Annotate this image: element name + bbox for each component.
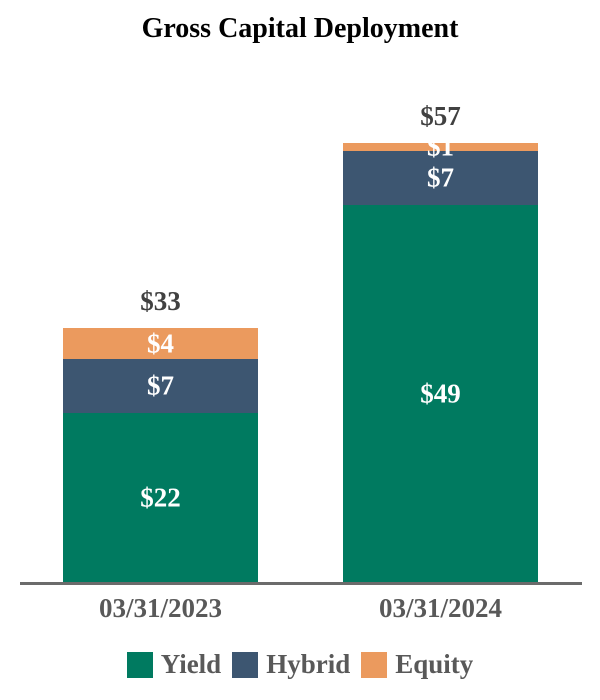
bar: $4 $7 $22 [63, 328, 258, 582]
legend-item-hybrid: Hybrid [232, 651, 350, 678]
bar-segment-yield: $22 [63, 413, 258, 582]
bar-total-label: $57 [420, 101, 461, 131]
bar-segment-yield: $49 [343, 205, 538, 582]
bar-segment-hybrid: $7 [63, 359, 258, 413]
legend-item-equity: Equity [361, 651, 473, 678]
bar-segment-equity: $1 [343, 133, 538, 160]
segment-value-label: $7 [147, 370, 174, 401]
chart-title: Gross Capital Deployment [141, 13, 459, 44]
legend-label: Yield [160, 649, 222, 679]
bar-segment-equity: $4 [63, 328, 258, 359]
legend-swatch-icon [232, 651, 259, 678]
segment-value-label: $7 [427, 162, 454, 193]
segment-value-label: $4 [147, 328, 174, 358]
x-axis-category-label: 03/31/2023 [98, 593, 222, 623]
bar: $1 $7 $49 [343, 133, 538, 582]
x-axis-line [20, 582, 582, 585]
legend-swatch-icon [126, 651, 153, 678]
bar-total-label: $33 [140, 286, 181, 316]
segment-value-label: $1 [427, 131, 454, 162]
legend-swatch-icon [361, 651, 388, 678]
legend: Yield Hybrid Equity [0, 651, 600, 678]
segment-value-label: $49 [420, 378, 461, 408]
bar-segment-hybrid: $7 [343, 151, 538, 205]
legend-label: Equity [395, 649, 474, 679]
legend-item-yield: Yield [126, 649, 222, 679]
segment-value-label: $22 [140, 482, 181, 512]
legend-label: Hybrid [266, 649, 351, 679]
x-axis-category-label: 03/31/2024 [378, 593, 502, 623]
